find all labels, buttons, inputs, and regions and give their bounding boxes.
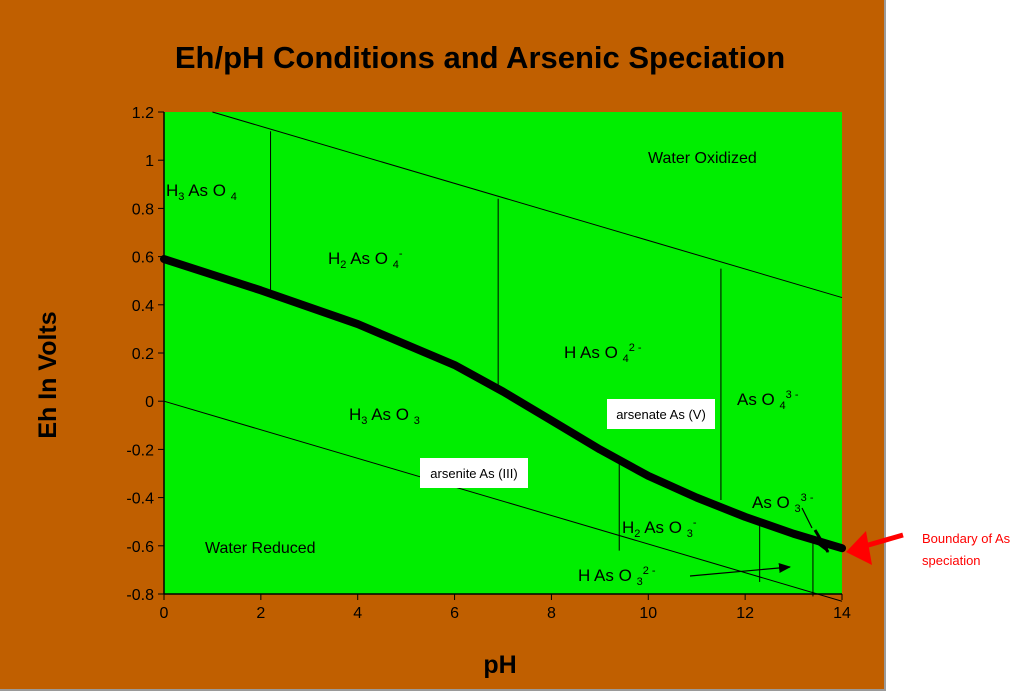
x-tick-label: 14 [833,605,851,622]
species-boundary-lines [270,131,814,597]
arsenite-callout: arsenite As (III) [420,458,528,488]
species-labels: H3 As O 4 H2 As O 4- H As O 42 - As O 43 - H… [166,181,814,588]
label-pointers [689,507,830,577]
y-tick-labels: 1.2 1 0.8 0.6 0.4 0.2 0 -0.2 -0.4 -0.6 -0.8 [126,105,154,604]
chart-title: Eh/pH Conditions and Arsenic Speciation [175,40,785,75]
arsenate-callout: arsenate As (V) [607,399,715,429]
y-tick-label: 0.4 [132,298,154,315]
x-tick-label: 12 [736,605,754,622]
annotation-line-2: speciation [922,553,981,568]
species-label-2: H2 As O 4- [328,248,403,271]
axes [158,111,843,600]
arsenite-callout-label: arsenite As (III) [430,466,517,481]
water-oxidized-label: Water Oxidized [648,150,757,167]
x-tick-label: 8 [547,605,556,622]
y-tick-label: 0.2 [132,346,154,363]
x-tick-label: 10 [639,605,657,622]
y-tick-label: -0.2 [126,442,154,459]
species-label-3: H As O 42 - [564,342,642,365]
boundary-curve [160,255,846,553]
x-tick-labels: 0 2 4 6 8 10 12 14 [160,605,851,622]
annotation-line-1: Boundary of As [922,531,1011,546]
y-tick-label: 1.2 [132,105,154,122]
x-tick-label: 6 [450,605,459,622]
y-tick-label: 0 [145,394,154,411]
x-tick-label: 2 [256,605,265,622]
y-tick-label: 0.6 [132,250,154,267]
arsenate-callout-label: arsenate As (V) [616,407,706,422]
species-label-6: H2 As O 3- [622,517,697,540]
plot-area [164,112,842,594]
y-axis-title: Eh In Volts [34,311,62,438]
x-axis-title: pH [483,651,516,679]
y-tick-label: 0.8 [132,201,154,218]
species-label-8: H As O 32 - [578,565,656,588]
water-line-1 [212,111,843,299]
y-tick-label: -0.6 [126,539,154,556]
red-arrow-icon [846,531,872,565]
boundary-annotation: Boundary of As speciation [846,531,1011,568]
water-stability-lines [163,111,843,602]
x-tick-label: 4 [353,605,362,622]
y-tick-label: -0.8 [126,587,154,604]
as-speciation-boundary-curve [160,255,846,553]
species-label-5: H3 As O 3 [349,405,420,427]
species-label-1: H3 As O 4 [166,181,237,203]
y-tick-label: -0.4 [126,491,154,508]
species-label-4: As O 43 - [737,389,799,412]
y-tick-label: 1 [145,153,154,170]
species-label-7: As O 33 - [752,492,814,515]
water-reduced-label: Water Reduced [205,540,316,557]
x-tick-label: 0 [160,605,169,622]
water-line-2 [163,400,843,602]
